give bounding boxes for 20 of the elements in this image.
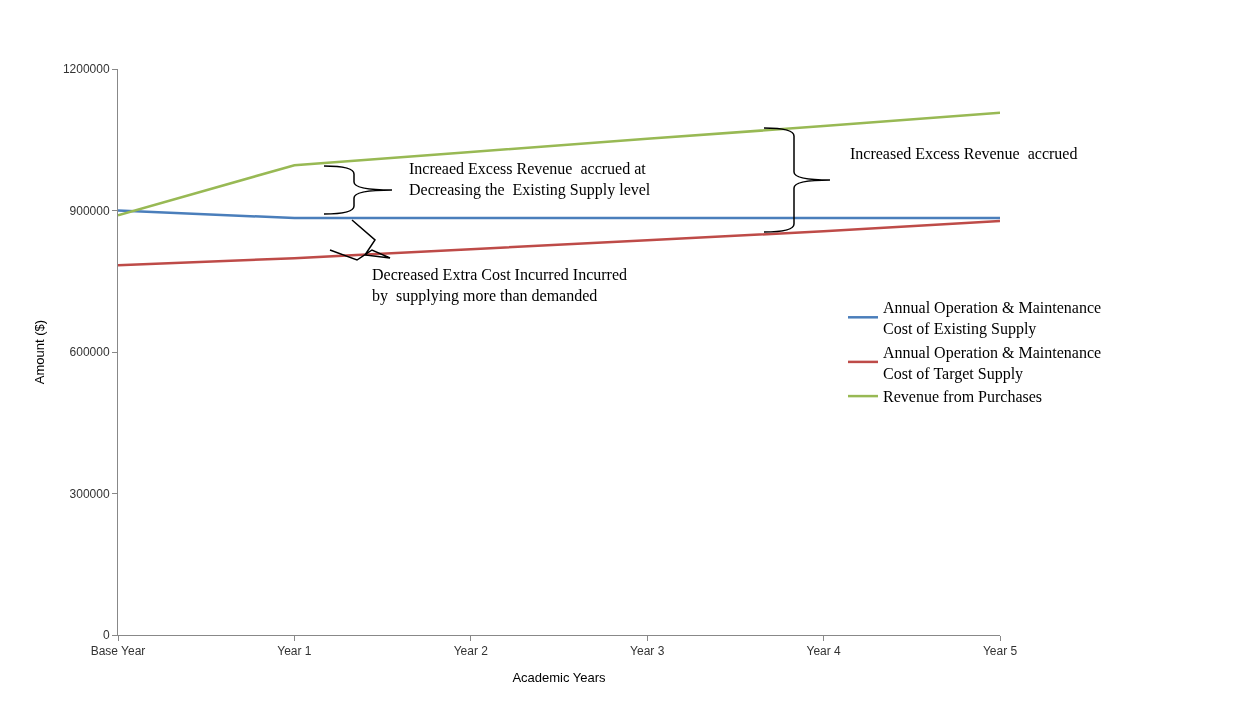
x-tick-label: Base Year	[90, 644, 146, 659]
x-tick-label: Year 2	[453, 644, 489, 659]
x-axis-title: Academic Years	[512, 670, 607, 685]
y-tick-label: 0	[102, 628, 110, 643]
x-tick-label: Year 1	[277, 644, 312, 659]
y-axis-title: Amount ($)	[31, 319, 47, 385]
y-tick-label: 1200000	[62, 62, 110, 77]
y-tick-label: 600000	[69, 345, 110, 360]
annotation: Decreased Extra Cost Incurred Incurred by supplying more than demanded	[372, 266, 627, 305]
legend-label: Annual Operation & Maintenance Cost of Target Supply	[883, 343, 1102, 383]
line-series	[118, 219, 1000, 267]
annotation: Increaed Excess Revenue accrued at Decreasing the Existing Supply level	[409, 160, 651, 199]
legend-label: Annual Operation & Maintenance Cost of Existing Supply	[883, 299, 1102, 338]
x-tick-label: Year 3	[630, 644, 665, 659]
x-tick-label: Year 5	[982, 644, 1018, 659]
y-tick-label: 300000	[69, 486, 110, 501]
y-tick-label: 900000	[69, 203, 110, 218]
annotation: Increased Excess Revenue accrued	[850, 145, 1078, 162]
legend-label: Revenue from Purchases	[883, 388, 1043, 406]
x-tick-label: Year 4	[806, 644, 842, 659]
